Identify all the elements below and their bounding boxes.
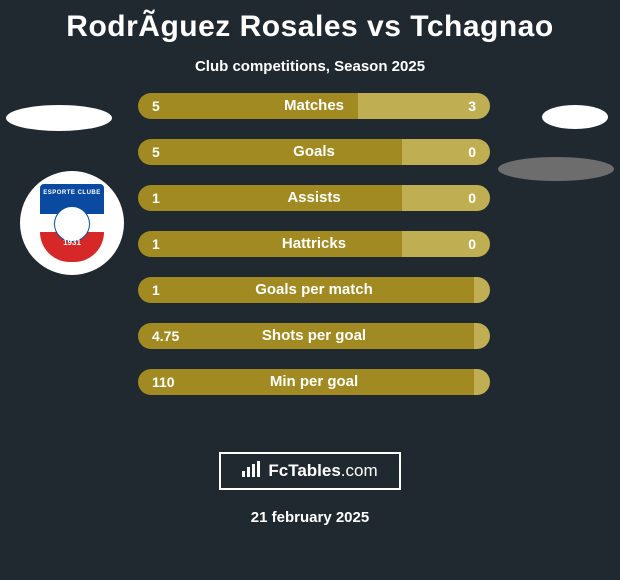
- stat-row: Matches53: [138, 93, 490, 119]
- bar-right: [402, 139, 490, 165]
- bar-right: [474, 323, 490, 349]
- bar-right: [474, 277, 490, 303]
- bar-left: [138, 369, 474, 395]
- stat-value-left: 5: [152, 139, 160, 165]
- stat-value-left: 110: [152, 369, 175, 395]
- bar-left: [138, 139, 402, 165]
- chart-bars-icon: [242, 461, 262, 481]
- stat-value-right: 3: [468, 93, 476, 119]
- stat-value-right: 0: [468, 185, 476, 211]
- team-logo-right-shadow-1: [542, 105, 608, 129]
- stat-value-left: 5: [152, 93, 160, 119]
- bar-left: [138, 93, 358, 119]
- stat-row: Goals per match1: [138, 277, 490, 303]
- stat-value-left: 1: [152, 277, 160, 303]
- team-logo-left-shadow: [6, 105, 112, 131]
- stat-row: Goals50: [138, 139, 490, 165]
- stat-row: Shots per goal4.75: [138, 323, 490, 349]
- stat-value-left: 4.75: [152, 323, 179, 349]
- bar-right: [402, 231, 490, 257]
- stat-value-left: 1: [152, 231, 160, 257]
- badge-year-text: 1931: [40, 238, 104, 247]
- bar-right: [474, 369, 490, 395]
- stat-row: Assists10: [138, 185, 490, 211]
- club-badge-left: ESPORTE CLUBE 1931: [20, 171, 124, 275]
- footer-date: 21 february 2025: [0, 509, 620, 526]
- stat-value-right: 0: [468, 139, 476, 165]
- stat-row: Min per goal110: [138, 369, 490, 395]
- stat-bars: Matches53Goals50Assists10Hattricks10Goal…: [138, 93, 490, 415]
- footer-brand-text: FcTables.com: [268, 461, 377, 481]
- bar-left: [138, 185, 402, 211]
- brand-thin: .com: [341, 461, 378, 480]
- stat-row: Hattricks10: [138, 231, 490, 257]
- shield-circle: [54, 206, 90, 242]
- club-badge-shield: ESPORTE CLUBE 1931: [40, 184, 104, 262]
- bar-right: [402, 185, 490, 211]
- bar-left: [138, 231, 402, 257]
- team-logo-right-shadow-2: [498, 157, 614, 181]
- bar-left: [138, 277, 474, 303]
- brand-bold: FcTables: [268, 461, 340, 480]
- stat-value-left: 1: [152, 185, 160, 211]
- footer-brand-box: FcTables.com: [219, 452, 401, 490]
- badge-top-text: ESPORTE CLUBE: [40, 190, 104, 196]
- stat-value-right: 0: [468, 231, 476, 257]
- bar-left: [138, 323, 474, 349]
- page-title: RodrÃ­guez Rosales vs Tchagnao: [0, 0, 620, 44]
- page-subtitle: Club competitions, Season 2025: [0, 58, 620, 75]
